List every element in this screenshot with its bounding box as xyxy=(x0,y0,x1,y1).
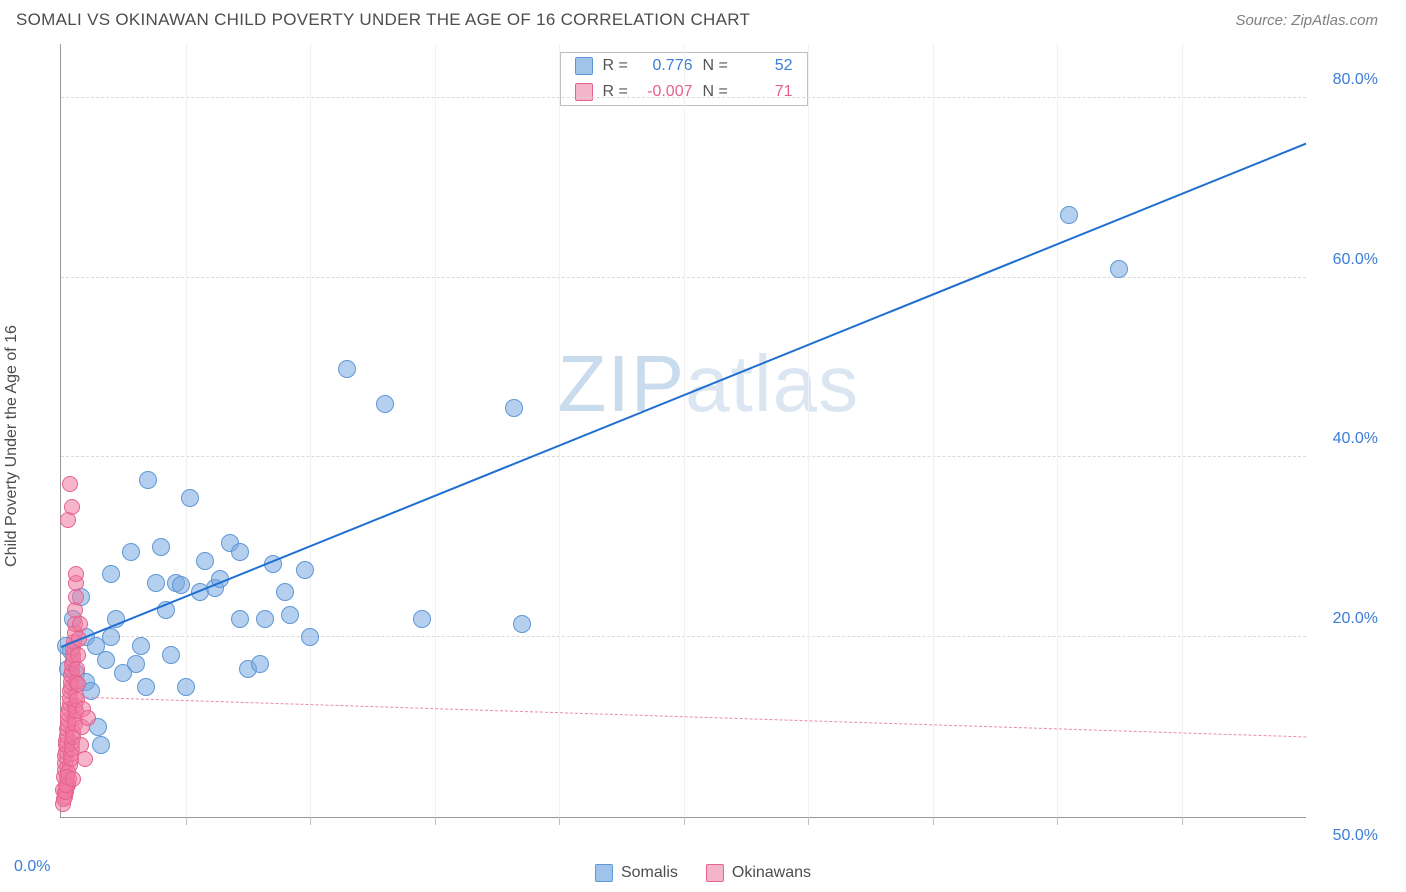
legend-n-value: 71 xyxy=(741,83,793,101)
x-tick xyxy=(310,817,311,825)
legend-series-item: Somalis xyxy=(595,864,678,882)
scatter-point-somalis xyxy=(139,471,157,489)
scatter-point-okinawans xyxy=(68,566,84,582)
y-tick-label: 40.0% xyxy=(1318,430,1378,448)
scatter-point-somalis xyxy=(256,610,274,628)
gridline-vertical xyxy=(435,44,436,817)
scatter-point-somalis xyxy=(132,637,150,655)
scatter-point-somalis xyxy=(376,395,394,413)
scatter-point-somalis xyxy=(281,606,299,624)
legend-series: Somalis Okinawans xyxy=(595,864,811,882)
scatter-point-somalis xyxy=(92,736,110,754)
x-tick xyxy=(808,817,809,825)
scatter-point-somalis xyxy=(251,655,269,673)
scatter-point-somalis xyxy=(413,610,431,628)
scatter-point-somalis xyxy=(102,565,120,583)
scatter-point-somalis xyxy=(181,489,199,507)
scatter-point-okinawans xyxy=(72,616,88,632)
scatter-point-somalis xyxy=(137,678,155,696)
scatter-point-somalis xyxy=(127,655,145,673)
scatter-point-somalis xyxy=(152,538,170,556)
x-end-label: 50.0% xyxy=(1318,827,1378,845)
y-axis-title: Child Poverty Under the Age of 16 xyxy=(3,325,21,567)
legend-series-item: Okinawans xyxy=(706,864,811,882)
legend-n-label: N = xyxy=(703,83,731,101)
scatter-point-somalis xyxy=(296,561,314,579)
scatter-point-somalis xyxy=(231,543,249,561)
legend-r-label: R = xyxy=(603,57,631,75)
scatter-point-somalis xyxy=(162,646,180,664)
y-tick-label: 60.0% xyxy=(1318,251,1378,269)
gridline-vertical xyxy=(684,44,685,817)
gridline-vertical xyxy=(1057,44,1058,817)
gridline-vertical xyxy=(559,44,560,817)
scatter-point-somalis xyxy=(177,678,195,696)
legend-swatch xyxy=(575,57,593,75)
chart-title: SOMALI VS OKINAWAN CHILD POVERTY UNDER T… xyxy=(16,10,750,30)
x-tick xyxy=(684,817,685,825)
legend-swatch xyxy=(706,864,724,882)
chart-container: Child Poverty Under the Age of 16 ZIPatl… xyxy=(22,44,1386,848)
x-tick xyxy=(186,817,187,825)
scatter-point-somalis xyxy=(301,628,319,646)
legend-swatch xyxy=(595,864,613,882)
legend-series-label: Okinawans xyxy=(732,864,811,882)
legend-n-label: N = xyxy=(703,57,731,75)
scatter-point-okinawans xyxy=(62,476,78,492)
legend-n-value: 52 xyxy=(741,57,793,75)
legend-r-value: -0.007 xyxy=(641,83,693,101)
scatter-point-somalis xyxy=(338,360,356,378)
gridline-vertical xyxy=(310,44,311,817)
scatter-point-somalis xyxy=(102,628,120,646)
legend-swatch xyxy=(575,83,593,101)
scatter-point-okinawans xyxy=(64,499,80,515)
scatter-point-somalis xyxy=(97,651,115,669)
scatter-point-somalis xyxy=(147,574,165,592)
x-tick xyxy=(1182,817,1183,825)
chart-header: SOMALI VS OKINAWAN CHILD POVERTY UNDER T… xyxy=(0,0,1406,34)
scatter-point-somalis xyxy=(122,543,140,561)
scatter-point-somalis xyxy=(1060,206,1078,224)
x-origin-label: 0.0% xyxy=(14,858,50,876)
x-tick xyxy=(933,817,934,825)
scatter-point-okinawans xyxy=(77,751,93,767)
scatter-point-somalis xyxy=(1110,260,1128,278)
scatter-point-okinawans xyxy=(60,512,76,528)
scatter-point-okinawans xyxy=(65,771,81,787)
legend-r-label: R = xyxy=(603,83,631,101)
scatter-point-somalis xyxy=(505,399,523,417)
y-tick-label: 80.0% xyxy=(1318,71,1378,89)
x-tick xyxy=(435,817,436,825)
scatter-point-okinawans xyxy=(70,676,86,692)
gridline-vertical xyxy=(1182,44,1183,817)
y-tick-label: 20.0% xyxy=(1318,610,1378,628)
scatter-point-somalis xyxy=(276,583,294,601)
scatter-point-somalis xyxy=(196,552,214,570)
x-tick xyxy=(559,817,560,825)
scatter-point-somalis xyxy=(172,576,190,594)
legend-series-label: Somalis xyxy=(621,864,678,882)
gridline-vertical xyxy=(808,44,809,817)
source-label: Source: ZipAtlas.com xyxy=(1235,12,1378,29)
gridline-vertical xyxy=(933,44,934,817)
legend-r-value: 0.776 xyxy=(641,57,693,75)
scatter-point-okinawans xyxy=(70,647,86,663)
x-tick xyxy=(1057,817,1058,825)
scatter-point-somalis xyxy=(231,610,249,628)
scatter-point-okinawans xyxy=(80,710,96,726)
plot-area: ZIPatlas R =0.776N =52R =-0.007N =71 20.… xyxy=(60,44,1306,818)
scatter-point-somalis xyxy=(513,615,531,633)
